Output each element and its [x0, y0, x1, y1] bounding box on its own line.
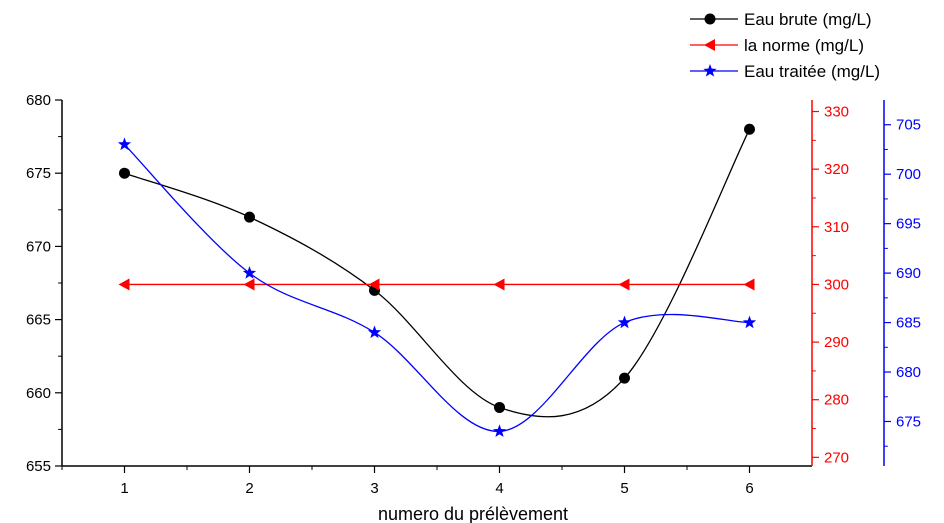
x-tick-label: 1: [120, 480, 128, 497]
x-tick-label: 4: [495, 480, 503, 497]
y-right1-tick-label: 290: [824, 334, 849, 351]
y-left-tick-label: 660: [26, 385, 51, 402]
y-right1-tick-label: 300: [824, 276, 849, 293]
legend-label: Eau brute (mg/L): [744, 10, 872, 29]
series-2-point: [118, 278, 130, 291]
y-right2-tick-label: 690: [896, 265, 921, 282]
series-2: [118, 278, 755, 291]
x-axis-label: numero du prélèvement: [378, 504, 568, 523]
legend-label: la norme (mg/L): [744, 36, 864, 55]
series-1-point: [744, 123, 755, 135]
series-2-point: [743, 278, 755, 291]
y-right2-tick-label: 685: [896, 315, 921, 332]
legend-marker: [703, 64, 717, 77]
y-left-tick-label: 670: [26, 238, 51, 255]
y-right2-tick-label: 680: [896, 364, 921, 381]
series-3-point: [367, 325, 382, 339]
series-3-point: [742, 315, 757, 329]
series-3-point: [117, 137, 132, 151]
series-1-point: [619, 372, 630, 384]
y-right1-tick-label: 330: [824, 104, 849, 121]
y-right2-tick-label: 705: [896, 117, 921, 134]
series-2-point: [368, 278, 380, 291]
x-tick-label: 2: [245, 480, 253, 497]
series-1-point: [244, 211, 255, 223]
series-3-point: [492, 424, 507, 438]
y-right2-tick-label: 675: [896, 413, 921, 430]
x-tick-label: 6: [745, 480, 753, 497]
y-right1-tick-label: 320: [824, 161, 849, 178]
y-right1-tick-label: 280: [824, 392, 849, 409]
y-left-tick-label: 675: [26, 165, 51, 182]
legend-marker: [704, 39, 715, 51]
y-right2-tick-label: 700: [896, 166, 921, 183]
y-left-tick-label: 655: [26, 458, 51, 475]
legend: Eau brute (mg/L) la norme (mg/L) Eau trait…: [690, 10, 880, 81]
axes: 1 2 3 4 5 6 655 660 665 670 675 680 270 280 290 300 310 3…: [26, 92, 921, 497]
series-3: [117, 137, 757, 438]
series-2-point: [243, 278, 255, 291]
series-layer: [117, 123, 757, 438]
y-right1-tick-label: 270: [824, 449, 849, 466]
series-3-point: [242, 266, 257, 279]
legend-marker: [704, 13, 716, 25]
x-tick-label: 5: [620, 480, 628, 497]
series-1-point: [119, 167, 130, 179]
y-right2-tick-label: 695: [896, 216, 921, 233]
y-left-tick-label: 680: [26, 92, 51, 109]
x-tick-label: 3: [370, 480, 378, 497]
y-right1-tick-label: 310: [824, 219, 849, 236]
series-1-point: [494, 401, 505, 413]
y-left-tick-label: 665: [26, 312, 51, 329]
series-1-line: [124, 128, 751, 418]
series-3-line: [124, 144, 750, 433]
series-2-point: [618, 278, 630, 291]
series-2-point: [493, 278, 505, 291]
legend-label: Eau traitée (mg/L): [744, 62, 880, 81]
series-1: [119, 123, 755, 418]
series-3-point: [617, 315, 632, 329]
